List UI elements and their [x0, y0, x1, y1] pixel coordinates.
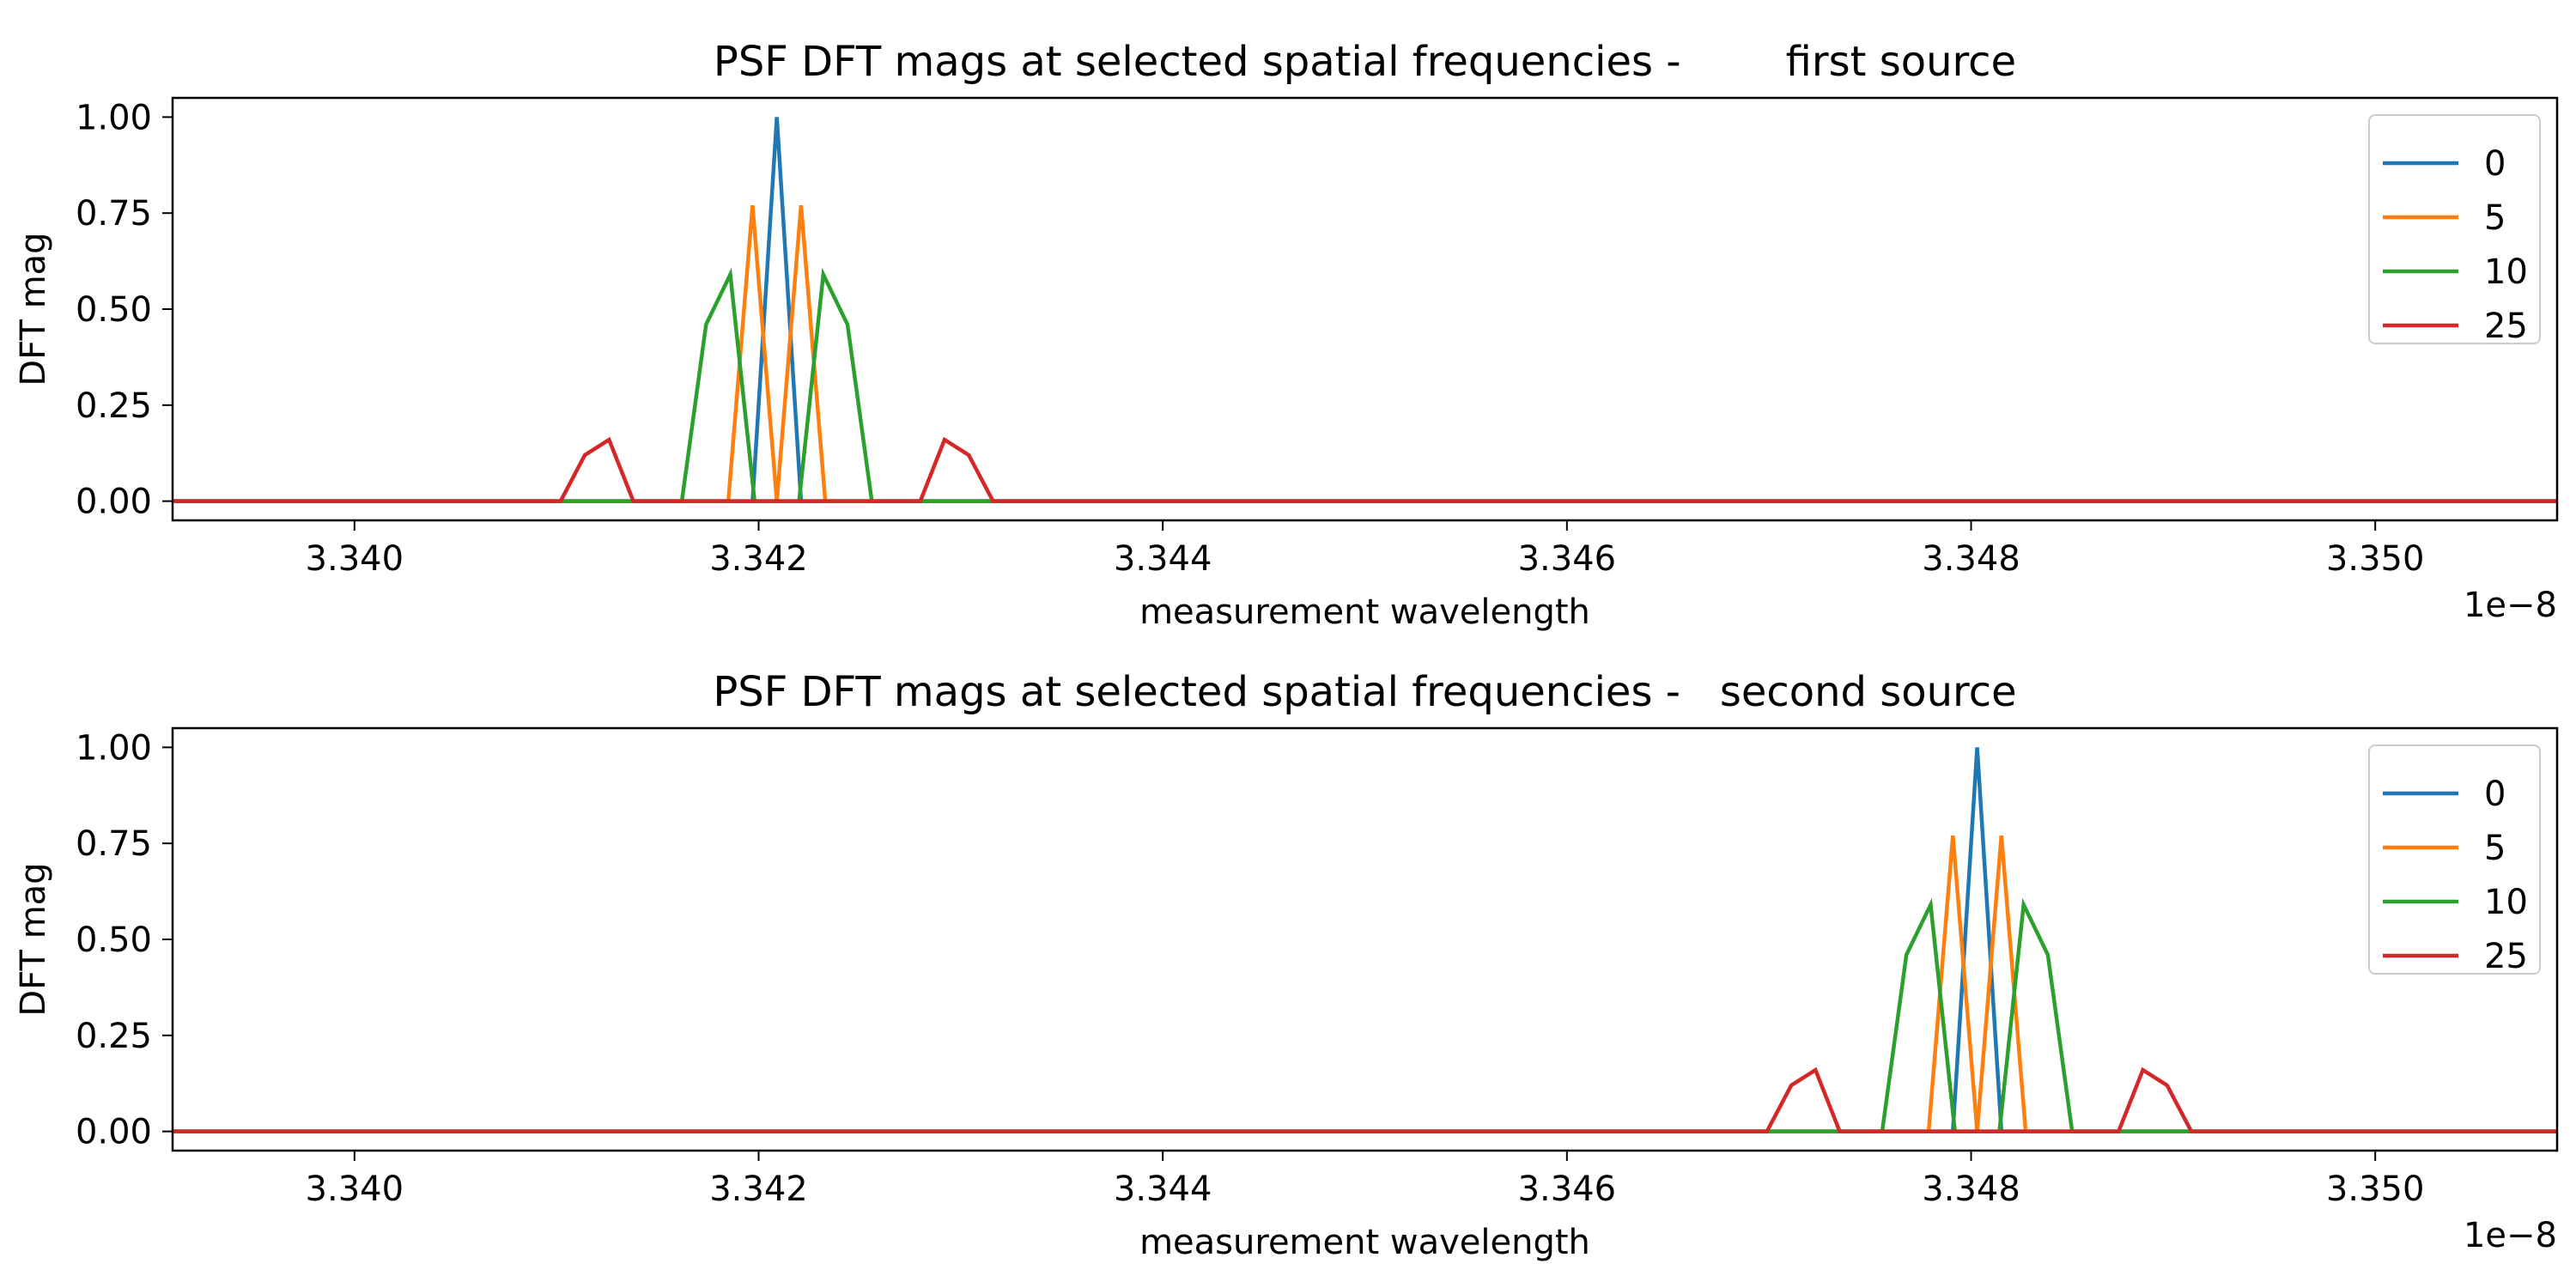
- panel-2-x-tick-label: 3.340: [306, 1170, 404, 1209]
- panel-2-y-axis-label: DFT mag: [14, 862, 53, 1016]
- panel-1-y-tick-label: 0.50: [76, 290, 152, 330]
- panel-2-x-tick-label: 3.350: [2326, 1170, 2425, 1209]
- panel-1-y-tick-label: 0.75: [76, 194, 152, 234]
- panel-1-axes-frame: [171, 96, 2559, 522]
- panel-1-legend-label-0: 0: [2484, 144, 2506, 184]
- panel-2-series-5-line: [173, 835, 2557, 1133]
- panel-2-x-axis-label: measurement wavelength: [1139, 1223, 1590, 1262]
- panel-2-title: PSF DFT mags at selected spatial frequen…: [713, 668, 2016, 716]
- panel-1-x-tick-label: 3.348: [1922, 539, 2020, 579]
- panel-2-y-tick-label: 0.25: [76, 1017, 152, 1056]
- panel-1-x-tick-label: 3.342: [709, 539, 808, 579]
- panel-1-x-tick-label: 3.340: [306, 539, 404, 579]
- panel-1-y-tick-label: 0.25: [76, 386, 152, 426]
- panel-1-series-5-line: [173, 205, 2557, 503]
- panel-1-legend-box: [2368, 114, 2541, 344]
- panel-1-y-axis-label: DFT mag: [14, 232, 53, 386]
- panel-2-axes-frame: [171, 726, 2559, 1152]
- panel-2-y-tick-label: 1.00: [76, 728, 152, 768]
- panel-2-y-tick-label: 0.50: [76, 920, 152, 960]
- panel-2-legend-label-0: 0: [2484, 775, 2506, 814]
- panel-1-legend-label-10: 10: [2484, 252, 2528, 292]
- panel-2-x-tick-label: 3.346: [1518, 1170, 1617, 1209]
- panel-1-series-25-line: [173, 436, 2557, 503]
- panel-2-legend-label-5: 5: [2484, 829, 2506, 868]
- panel-1-series-10-line: [173, 267, 2557, 503]
- panel-2-y-tick-label: 0.75: [76, 824, 152, 864]
- panel-1-x-tick-label: 3.344: [1114, 539, 1212, 579]
- panel-2-x-offset-label: 1e−8: [2464, 1216, 2557, 1255]
- panel-2: PSF DFT mags at selected spatial frequen…: [14, 668, 2559, 1262]
- panel-1-y-tick-label: 1.00: [76, 98, 152, 137]
- panel-1-x-axis-label: measurement wavelength: [1139, 592, 1590, 632]
- panel-2-series-10-line: [173, 897, 2557, 1133]
- panel-2-x-tick-label: 3.348: [1922, 1170, 2020, 1209]
- panel-2-y-tick-label: 0.00: [76, 1113, 152, 1152]
- panel-1-legend-label-25: 25: [2484, 307, 2528, 346]
- panel-1-series-0-line: [173, 117, 2557, 503]
- panel-1-title: PSF DFT mags at selected spatial frequen…: [714, 38, 2016, 86]
- panel-2-x-tick-label: 3.344: [1114, 1170, 1212, 1209]
- panel-1-legend: 0 5 10 25: [2368, 114, 2541, 346]
- panel-2-series-25-line: [173, 1066, 2557, 1133]
- panel-2-legend: 0 5 10 25: [2368, 744, 2541, 976]
- panel-1-legend-label-5: 5: [2484, 198, 2506, 238]
- panel-1-y-tick-label: 0.00: [76, 483, 152, 522]
- panel-1: PSF DFT mags at selected spatial frequen…: [14, 38, 2559, 632]
- panel-1-x-offset-label: 1e−8: [2464, 586, 2557, 625]
- panel-2-series-0-line: [173, 747, 2557, 1133]
- panel-2-legend-box: [2368, 744, 2541, 975]
- panel-1-x-tick-label: 3.350: [2326, 539, 2425, 579]
- panel-2-x-tick-label: 3.342: [709, 1170, 808, 1209]
- panel-1-x-tick-label: 3.346: [1518, 539, 1617, 579]
- panel-2-legend-label-25: 25: [2484, 937, 2528, 976]
- panel-2-legend-label-10: 10: [2484, 883, 2528, 922]
